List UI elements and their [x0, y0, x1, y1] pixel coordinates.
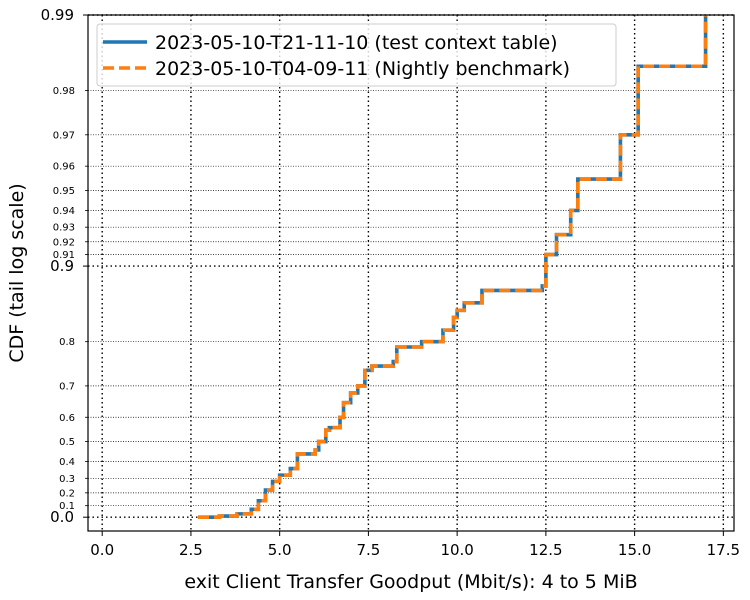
x-tick-label: 10.0 — [440, 541, 473, 559]
x-axis-label: exit Client Transfer Goodput (Mbit/s): 4… — [184, 571, 637, 593]
series-lines — [198, 15, 708, 519]
y-minor-tick-label: 0.2 — [59, 488, 75, 499]
y-minor-tick-label: 0.97 — [53, 130, 75, 141]
y-minor-tick-label: 0.94 — [53, 206, 75, 217]
x-tick-label: 7.5 — [356, 541, 380, 559]
y-minor-tick-label: 0.93 — [53, 223, 75, 234]
legend-label-2: 2023-05-10-T04-09-11 (Nightly benchmark) — [155, 58, 570, 80]
y-minor-tick-label: 0.91 — [53, 250, 75, 261]
y-minor-tick-label: 0.95 — [53, 186, 75, 197]
legend-label-1: 2023-05-10-T21-11-10 (test context table… — [155, 32, 558, 54]
x-tick-label: 5.0 — [268, 541, 292, 559]
y-minor-tick-label: 0.4 — [59, 457, 75, 468]
y-major-tick-label: 0.9 — [50, 257, 74, 275]
y-minor-tick-label: 0.98 — [53, 86, 75, 97]
legend-box — [96, 23, 617, 87]
y-minor-tick-label: 0.5 — [59, 437, 75, 448]
y-axis-label: CDF (tail log scale) — [6, 183, 28, 362]
y-major-tick-label: 0.99 — [41, 6, 74, 24]
y-minor-tick-label: 0.7 — [59, 381, 75, 392]
series-line-2 — [198, 15, 708, 519]
y-minor-tick-label: 0.3 — [59, 474, 75, 485]
x-tick-label: 2.5 — [179, 541, 203, 559]
y-minor-tick-label: 0.1 — [59, 501, 75, 512]
legend: 2023-05-10-T21-11-10 (test context table… — [96, 23, 617, 87]
x-tick-label: 12.5 — [529, 541, 562, 559]
y-minor-tick-label: 0.96 — [53, 162, 75, 173]
y-minor-tick-label: 0.6 — [59, 413, 75, 424]
axis-ticks: 0.0 2.5 5.0 7.5 10.0 12.5 15.0 17.5 0.1 0.2 0.3 0.4… — [41, 6, 740, 559]
y-minor-tick-label: 0.92 — [53, 237, 75, 248]
x-tick-label: 0.0 — [90, 541, 114, 559]
grid-lines — [88, 14, 734, 531]
x-tick-label: 15.0 — [618, 541, 651, 559]
x-tick-label: 17.5 — [707, 541, 740, 559]
plot-frame — [87, 14, 735, 532]
y-major-tick-label: 0.0 — [50, 508, 74, 526]
y-minor-tick-label: 0.8 — [59, 337, 75, 348]
